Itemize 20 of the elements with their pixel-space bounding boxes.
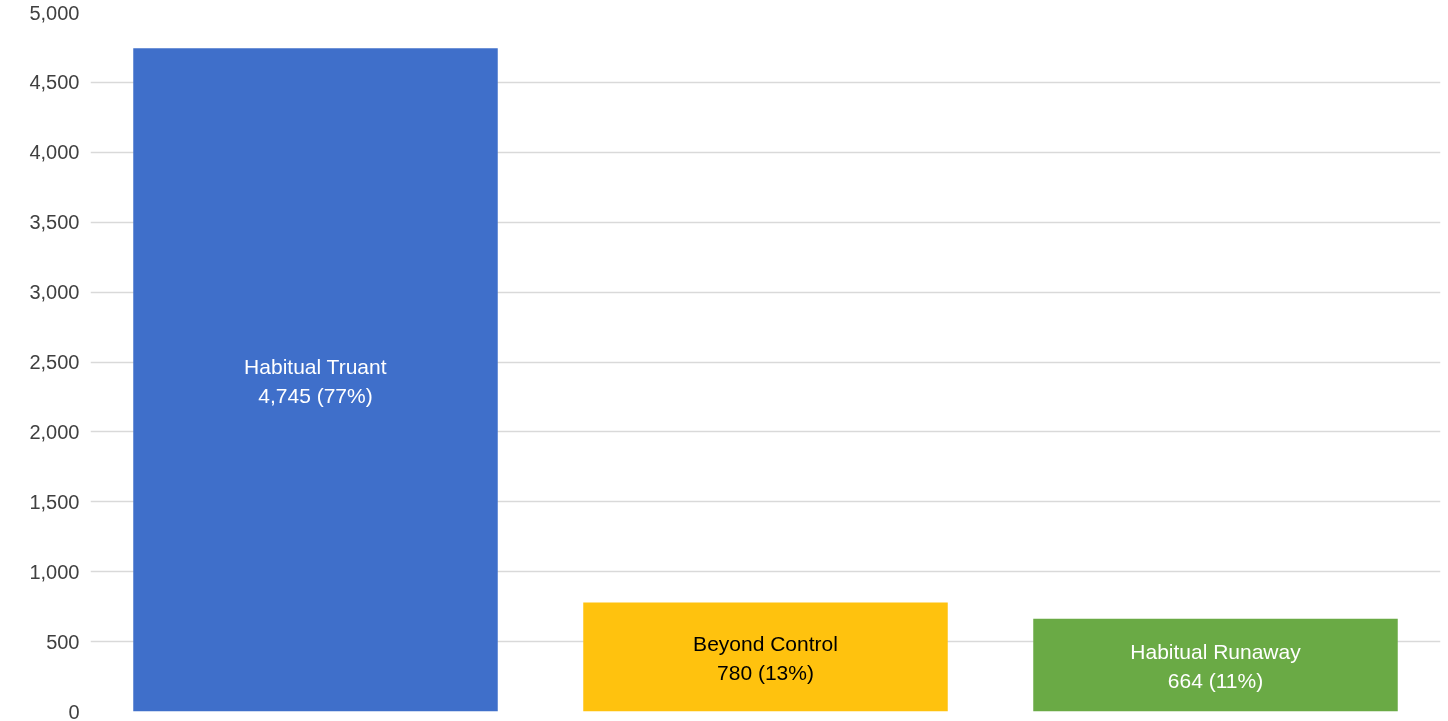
y-tick-label: 0: [68, 700, 80, 721]
y-tick-label: 3,000: [29, 281, 80, 304]
x-tick-label: Habitual Truant: [244, 354, 387, 378]
y-tick-label: 1,500: [29, 490, 80, 513]
y-tick-label: 4,500: [29, 71, 80, 94]
y-tick-label: 4,000: [29, 141, 80, 164]
bar: [583, 602, 948, 712]
x-tick-label: Beyond Control: [693, 631, 838, 655]
y-tick-label: 3,500: [29, 211, 80, 234]
x-tick-label: Habitual Runaway: [1130, 640, 1302, 664]
data-label: 4,745 (77%): [258, 383, 373, 407]
y-tick-label: 2,500: [29, 351, 80, 373]
y-tick-label: 500: [46, 630, 80, 653]
data-label: 780 (13%): [717, 660, 814, 684]
y-tick-label: 1,000: [29, 560, 80, 583]
y-tick-label: 2,000: [29, 420, 80, 443]
y-tick-label: 5,000: [29, 1, 80, 24]
bar: [1033, 618, 1398, 712]
bar: [133, 48, 498, 712]
data-label: 664 (11%): [1167, 669, 1264, 693]
